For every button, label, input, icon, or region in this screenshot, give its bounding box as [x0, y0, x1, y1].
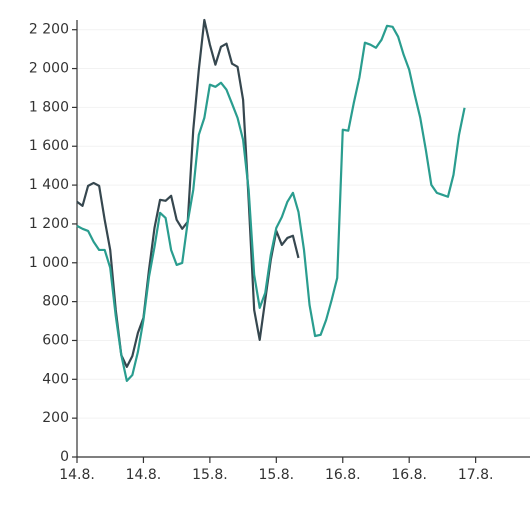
x-tick-label: 16.8.	[391, 467, 427, 483]
y-tick-label: 2 200	[29, 22, 69, 38]
y-tick-label: 1 600	[29, 138, 69, 154]
series-line	[76, 18, 300, 368]
x-tick-label: 14.8.	[59, 467, 95, 483]
x-tick-label: 16.8.	[325, 467, 361, 483]
x-tick-label: 15.8.	[192, 467, 228, 483]
x-tick-label: 17.8.	[458, 467, 494, 483]
x-tick-label: 15.8.	[259, 467, 295, 483]
plot-area	[76, 18, 466, 382]
y-tick-label: 0	[60, 449, 69, 465]
y-tick-label: 400	[42, 371, 69, 387]
y-tick-label: 2 000	[29, 61, 69, 77]
y-tick-label: 200	[42, 410, 69, 426]
y-tick-label: 600	[42, 332, 69, 348]
series-line	[76, 24, 466, 382]
y-tick-label: 1 400	[29, 177, 69, 193]
y-tick-label: 800	[42, 294, 69, 310]
y-tick-label: 1 200	[29, 216, 69, 232]
x-tick-label: 14.8.	[126, 467, 162, 483]
y-tick-label: 1 000	[29, 255, 69, 271]
y-tick-label: 1 800	[29, 99, 69, 115]
